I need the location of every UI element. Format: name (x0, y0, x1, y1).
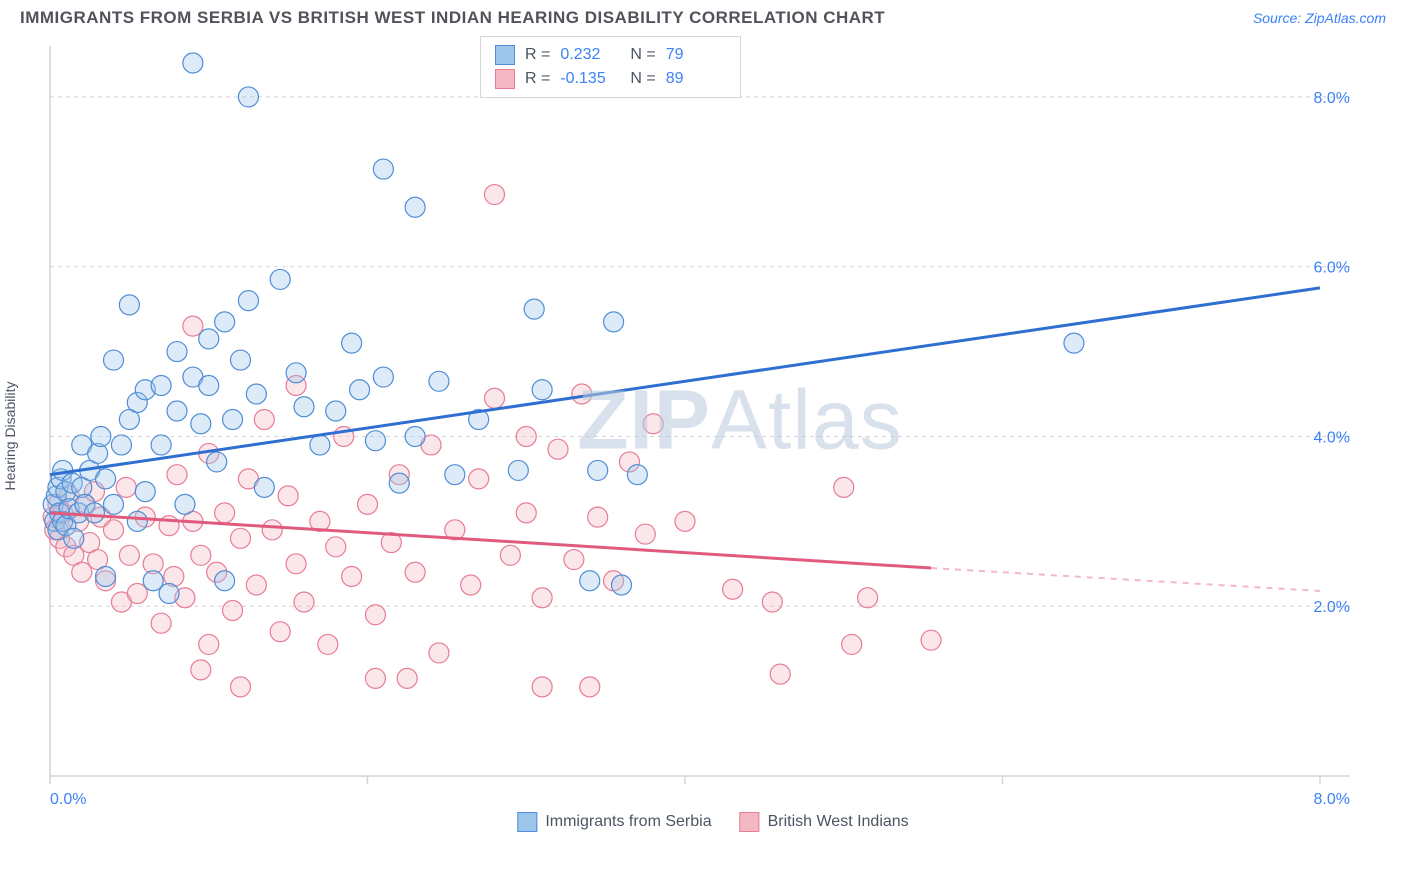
source-label: Source: ZipAtlas.com (1253, 10, 1386, 26)
stats-legend: R = 0.232 N = 79 R = -0.135 N = 89 (480, 36, 741, 98)
swatch-a (495, 45, 515, 65)
legend-label-a: Immigrants from Serbia (545, 813, 711, 831)
svg-text:8.0%: 8.0% (1314, 90, 1350, 107)
legend-item-b: British West Indians (740, 812, 909, 832)
y-axis-label: Hearing Disability (2, 382, 18, 491)
svg-text:6.0%: 6.0% (1314, 260, 1350, 277)
stats-row-a: R = 0.232 N = 79 (495, 43, 726, 67)
chart-container: Hearing Disability 2.0%4.0%6.0%8.0%0.0%8… (40, 36, 1386, 836)
svg-text:8.0%: 8.0% (1314, 791, 1350, 806)
svg-text:2.0%: 2.0% (1314, 599, 1350, 616)
legend-item-a: Immigrants from Serbia (517, 812, 711, 832)
swatch-b (495, 69, 515, 89)
svg-text:4.0%: 4.0% (1314, 429, 1350, 446)
swatch-b-icon (740, 812, 760, 832)
bottom-legend: Immigrants from Serbia British West Indi… (517, 812, 908, 832)
chart-title: IMMIGRANTS FROM SERBIA VS BRITISH WEST I… (20, 8, 885, 28)
scatter-chart: 2.0% 4.0% 6.0% 8.0% 0.0% 8.0% (40, 36, 1360, 806)
svg-text:0.0%: 0.0% (50, 791, 86, 806)
stats-row-b: R = -0.135 N = 89 (495, 67, 726, 91)
swatch-a-icon (517, 812, 537, 832)
legend-label-b: British West Indians (768, 813, 909, 831)
